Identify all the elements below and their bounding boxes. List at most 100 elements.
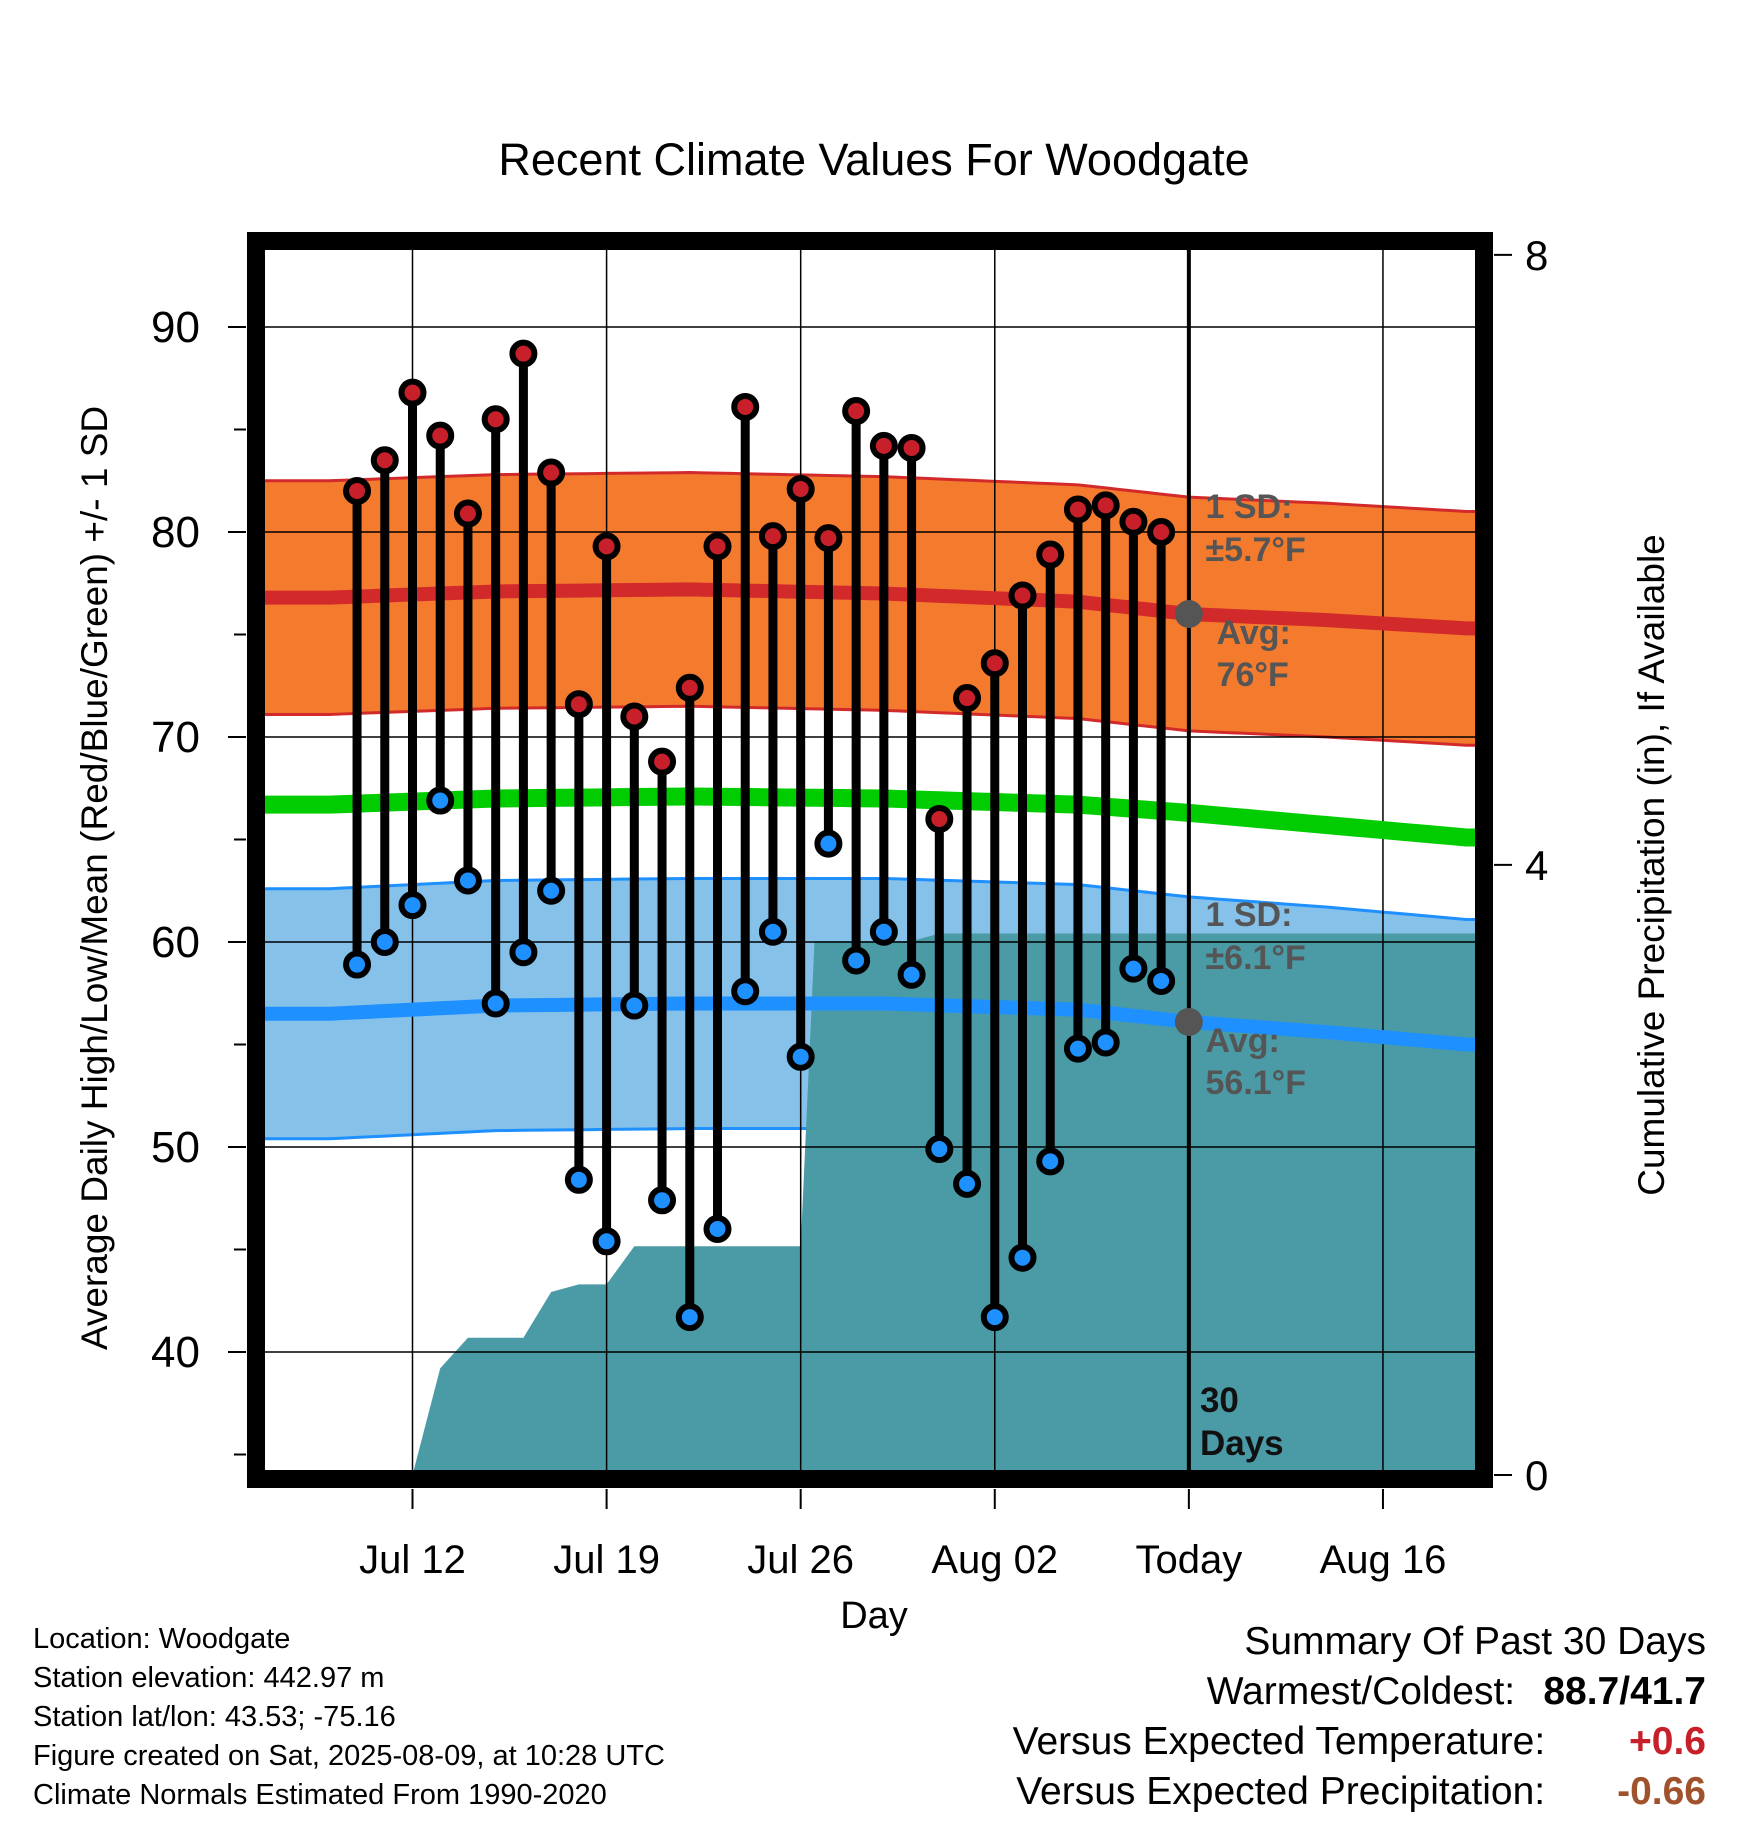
y-tick-label: 80 [151, 508, 200, 557]
high-point [1091, 491, 1120, 520]
high-point [1036, 540, 1065, 569]
low-point [869, 917, 898, 946]
y2-axis-label: Cumulative Precipitation (in), If Availa… [1631, 534, 1672, 1196]
high-point [537, 458, 566, 487]
high-point [953, 684, 982, 713]
y-axis-label: Average Daily High/Low/Mean (Red/Blue/Gr… [74, 406, 115, 1350]
low-point [786, 1042, 815, 1071]
station-info: Location: Woodgate Station elevation: 44… [33, 1620, 665, 1815]
high-avg-today-marker [1174, 600, 1203, 628]
low-point [370, 928, 399, 956]
summary-panel: Summary Of Past 30 Days Warmest/Coldest:… [1013, 1617, 1706, 1817]
low-point [758, 917, 787, 946]
low-point [814, 829, 843, 858]
low-point [1063, 1034, 1092, 1063]
low-point [426, 786, 455, 815]
low-point [343, 950, 372, 979]
y2-tick-label: 8 [1525, 232, 1548, 279]
low-point [675, 1303, 704, 1332]
low-point [453, 866, 482, 895]
x-tick-label: Jul 19 [553, 1538, 660, 1582]
high-point [786, 474, 815, 503]
x-tick-label: Jul 12 [359, 1538, 466, 1582]
high-point [453, 499, 482, 528]
high-point [758, 522, 787, 551]
high-point [897, 433, 926, 462]
y2-tick-label: 0 [1525, 1452, 1548, 1499]
x-axis-label: Day [840, 1595, 908, 1637]
x-tick-label: Aug 02 [931, 1538, 1058, 1582]
low-avg-label: Avg: [1206, 1022, 1280, 1060]
summary-warm-cold: Warmest/Coldest: 88.7/41.7 [1013, 1667, 1706, 1717]
x-tick-label: Today [1135, 1538, 1242, 1582]
high-point [1063, 495, 1092, 524]
high-point [426, 421, 455, 450]
y-tick-label: 60 [151, 918, 200, 967]
high-point [675, 673, 704, 702]
high-avg-label: Avg: [1217, 614, 1291, 652]
high-sd-label: 1 SD: [1206, 488, 1293, 526]
low-point [398, 891, 427, 920]
temp-value: +0.6 [1629, 1720, 1706, 1763]
period-label-number: 30 [1200, 1381, 1239, 1420]
high-point [564, 690, 593, 719]
low-sd-label: 1 SD: [1206, 896, 1293, 934]
y-tick-label: 70 [151, 713, 200, 762]
low-point [564, 1165, 593, 1194]
low-point [897, 960, 926, 989]
low-point [1147, 966, 1176, 995]
high-point [370, 446, 399, 475]
low-sd-value: ±6.1°F [1206, 939, 1306, 977]
high-point [925, 805, 954, 833]
y2-tick-label: 4 [1525, 842, 1548, 889]
precip-value: -0.66 [1617, 1770, 1706, 1813]
temp-label: Versus Expected Temperature: [1012, 1720, 1546, 1763]
period-label-days: Days [1200, 1424, 1284, 1463]
high-point [1008, 581, 1037, 610]
chart-title: Recent Climate Values For Woodgate [498, 134, 1249, 185]
low-point [648, 1186, 677, 1215]
high-point [814, 524, 843, 553]
low-point [1091, 1028, 1120, 1057]
mean-avg-line [260, 787, 1480, 847]
precip-area [329, 933, 1480, 1475]
low-point [1119, 954, 1148, 983]
high-point [1147, 518, 1176, 546]
low-point [980, 1303, 1009, 1332]
high-sd-band-upper-edge [260, 471, 1480, 513]
warm-cold-value: 88.7/41.7 [1543, 1670, 1706, 1713]
high-sd-value: ±5.7°F [1206, 531, 1306, 569]
elevation-text: Station elevation: 442.97 m [33, 1662, 385, 1694]
y-tick-label: 50 [151, 1123, 200, 1172]
high-point [648, 747, 677, 776]
high-point [1119, 507, 1148, 536]
created-text: Figure created on Sat, 2025-08-09, at 10… [33, 1740, 665, 1772]
high-point [980, 649, 1009, 678]
x-tick-label: Aug 16 [1320, 1538, 1447, 1582]
low-point [481, 989, 510, 1018]
low-point [1008, 1243, 1037, 1272]
y-tick-label: 90 [151, 303, 200, 352]
summary-temp: Versus Expected Temperature: +0.6 [1013, 1717, 1706, 1767]
plot-area [260, 245, 1480, 1475]
high-point [509, 339, 538, 368]
warm-cold-label: Warmest/Coldest: [1206, 1670, 1516, 1713]
low-point [925, 1135, 954, 1164]
high-point [398, 378, 427, 407]
precip-label: Versus Expected Precipitation: [1016, 1770, 1546, 1813]
high-point [343, 477, 372, 505]
low-point [731, 977, 760, 1006]
low-point [537, 876, 566, 905]
plot-frame [247, 232, 1493, 1488]
summary-precip: Versus Expected Precipitation: -0.66 [1013, 1767, 1706, 1817]
high-avg-value: 76°F [1217, 656, 1289, 694]
high-point [869, 431, 898, 460]
low-point [703, 1215, 732, 1243]
high-point [620, 702, 649, 731]
low-avg-line [260, 996, 1480, 1052]
high-point [592, 532, 621, 561]
x-tick-label: Jul 26 [747, 1538, 854, 1582]
high-point [703, 532, 732, 561]
high-point [842, 397, 871, 426]
